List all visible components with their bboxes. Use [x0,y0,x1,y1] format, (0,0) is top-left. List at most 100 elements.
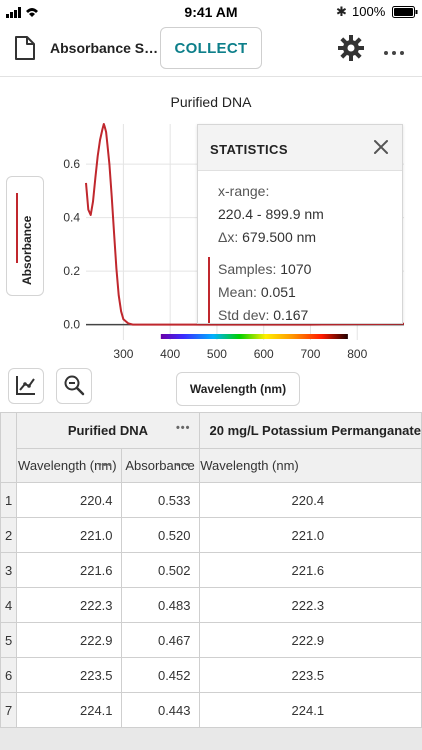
absorbance-cell[interactable]: 0.520 [120,517,200,553]
bottom-bar [0,735,422,750]
row-index: 5 [0,622,18,658]
table-corner [0,412,18,483]
row-index: 6 [0,657,18,693]
row-index: 7 [0,692,18,728]
std-dev-value: 0.167 [273,307,309,323]
y-tick-label: 0.4 [63,211,80,225]
file-name[interactable]: Absorbance Spectrum [50,40,160,56]
graph-tools-button[interactable] [8,368,44,404]
mean-value: 0.051 [260,284,296,300]
column-options-icon[interactable]: ••• [175,459,191,471]
wavelength-cell-2[interactable]: 221.0 [198,517,422,553]
toolbar: Absorbance Spectrum COLLECT [0,24,422,74]
line-chart-icon [16,375,35,395]
x-tick-label: 300 [113,347,133,361]
table-row: 1 220.4 0.533 220.4 [0,482,422,518]
collect-button[interactable]: COLLECT [160,27,262,69]
column-header-absorbance[interactable]: Absorbance ••• [120,448,200,483]
file-icon[interactable] [14,35,36,61]
delta-x-row: Δx: 679.500 nm [218,229,316,245]
x-axis-label-button[interactable]: Wavelength (nm) [176,372,300,406]
more-options-icon[interactable] [384,42,410,55]
gear-icon[interactable] [337,34,365,62]
column-group-title: Purified DNA [67,423,148,438]
column-options-icon[interactable]: ••• [97,459,113,471]
column-header-label: Wavelength (nm) [200,458,299,473]
std-dev-row: Std dev: 0.167 [218,307,308,323]
wavelength-cell-2[interactable]: 223.5 [198,657,422,693]
absorbance-cell[interactable]: 0.452 [120,657,200,693]
column-header-wavelength-2[interactable]: Wavelength (nm) [198,448,422,483]
status-time: 9:41 AM [184,4,238,20]
toolbar-divider [0,76,422,77]
table-row: 3 221.6 0.502 221.6 [0,552,422,588]
wavelength-cell-2[interactable]: 220.4 [198,482,422,518]
wavelength-cell[interactable]: 221.0 [16,517,122,553]
signal-icon [6,7,38,18]
samples-row: Samples: 1070 [218,261,311,277]
row-index: 4 [0,587,18,623]
table-row: 5 222.9 0.467 222.9 [0,622,422,658]
column-group-header[interactable]: Purified DNA ••• [16,412,200,449]
mean-label: Mean: [218,284,257,300]
samples-label: Samples: [218,261,277,277]
close-icon[interactable] [372,138,390,156]
y-tick-label: 0.2 [63,264,80,278]
wavelength-cell[interactable]: 224.1 [16,692,122,728]
column-header-wavelength[interactable]: Wavelength (nm) ••• [16,448,122,483]
table-row: 2 221.0 0.520 221.0 [0,517,422,553]
statistics-title: STATISTICS [210,142,288,157]
status-bar: 9:41 AM ✱ 100% [0,0,422,24]
delta-x-label: Δx: [218,229,239,245]
data-table-container[interactable]: Purified DNA ••• 20 mg/L Potassium Perma… [0,412,422,750]
wavelength-cell-2[interactable]: 224.1 [198,692,422,728]
y-tick-label: 0.6 [63,157,80,171]
y-tick-label: 0.0 [63,318,80,332]
x-tick-label: 400 [160,347,180,361]
absorbance-cell[interactable]: 0.502 [120,552,200,588]
statistics-panel: STATISTICS x-range: 220.4 - 899.9 nm Δx:… [197,124,403,324]
absorbance-cell[interactable]: 0.533 [120,482,200,518]
bluetooth-icon: ✱ [336,4,347,19]
graph-title: Purified DNA [170,94,252,110]
series-line [85,123,405,326]
mean-row: Mean: 0.051 [218,284,296,300]
column-header-label: Absorbance [125,458,195,473]
x-range-value: 220.4 - 899.9 nm [218,206,324,222]
x-tick-label: 500 [207,347,227,361]
x-range-label: x-range: [218,183,270,199]
wavelength-cell-2[interactable]: 221.6 [198,552,422,588]
row-index: 2 [0,517,18,553]
wavelength-cell[interactable]: 222.9 [16,622,122,658]
statistics-header: STATISTICS [198,125,402,171]
row-index: 3 [0,552,18,588]
battery-percent: 100% [352,4,386,19]
zoom-button[interactable] [56,368,92,404]
table-row: 4 222.3 0.483 222.3 [0,587,422,623]
column-header-label: Wavelength (nm) [18,458,117,473]
absorbance-cell[interactable]: 0.467 [120,622,200,658]
wavelength-cell-2[interactable]: 222.3 [198,587,422,623]
column-group-header-2[interactable]: 20 mg/L Potassium Permanganate [198,412,422,449]
absorbance-cell[interactable]: 0.443 [120,692,200,728]
table-row: 6 223.5 0.452 223.5 [0,657,422,693]
table-row: 7 224.1 0.443 224.1 [0,692,422,728]
wavelength-cell-2[interactable]: 222.9 [198,622,422,658]
wavelength-cell[interactable]: 223.5 [16,657,122,693]
std-dev-label: Std dev: [218,307,270,323]
wavelength-cell[interactable]: 220.4 [16,482,122,518]
data-table: Purified DNA ••• 20 mg/L Potassium Perma… [0,412,422,728]
zoom-out-icon [64,375,85,395]
wavelength-cell[interactable]: 221.6 [16,552,122,588]
group-options-icon[interactable]: ••• [175,422,191,434]
column-group-title-2: 20 mg/L Potassium Permanganate [209,423,421,438]
delta-x-value: 679.500 nm [242,229,317,245]
series-color-bar [208,257,210,323]
wavelength-cell[interactable]: 222.3 [16,587,122,623]
y-axis-legend-button[interactable]: Absorbance [6,176,44,296]
visible-spectrum-bar [160,334,348,339]
series-color-swatch [16,193,18,263]
battery-icon [392,6,418,18]
x-tick-label: 700 [300,347,320,361]
absorbance-cell[interactable]: 0.483 [120,587,200,623]
